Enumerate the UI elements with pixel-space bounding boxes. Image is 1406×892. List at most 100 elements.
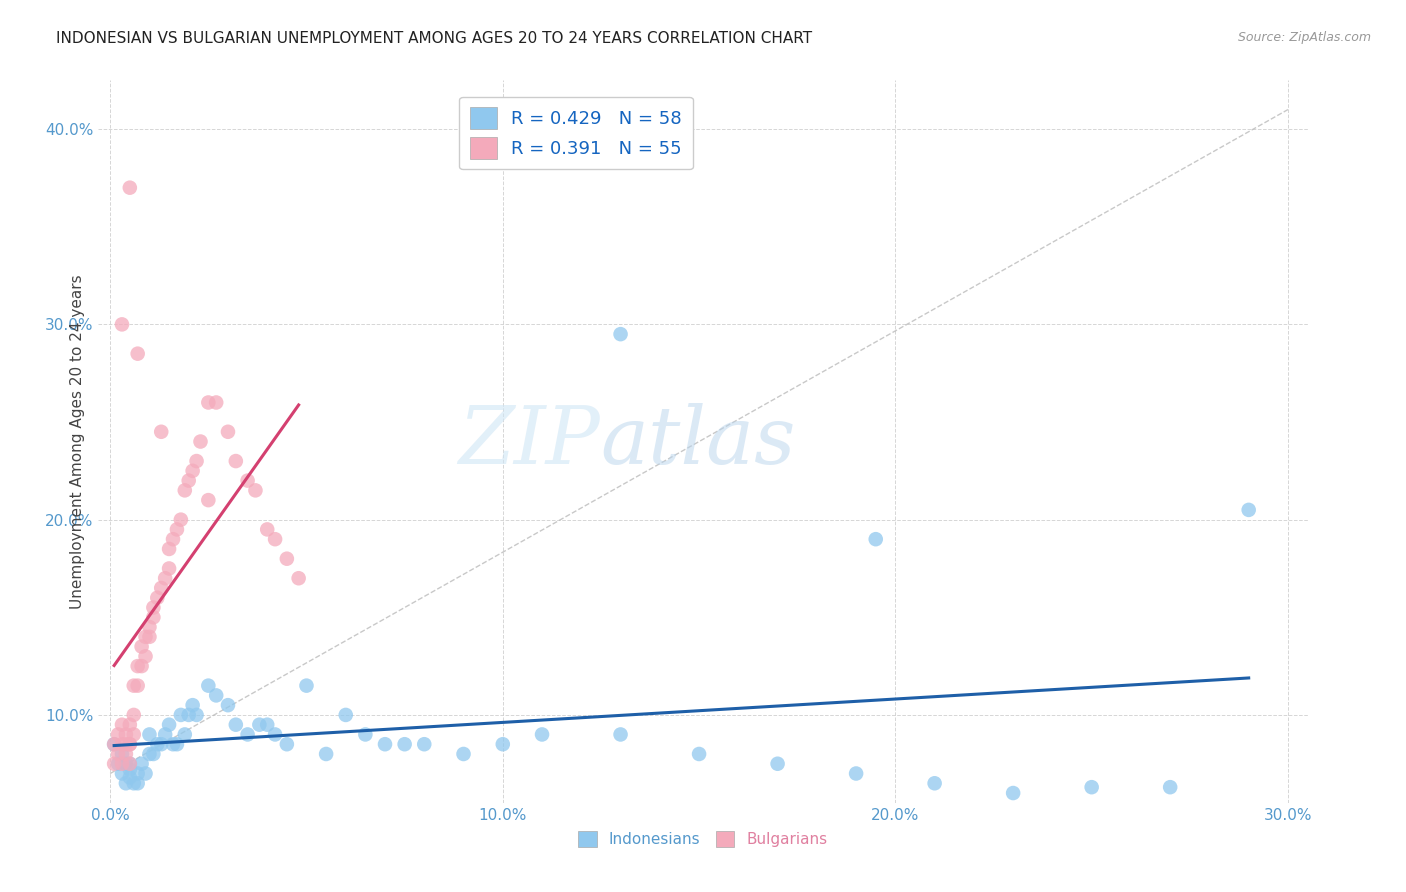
Point	[122, 776, 145, 790]
Point	[205, 689, 228, 703]
Point	[173, 483, 195, 498]
Point	[170, 707, 193, 722]
Point	[217, 698, 239, 713]
Point	[103, 737, 125, 751]
Point	[118, 771, 141, 785]
Point	[177, 474, 200, 488]
Point	[150, 425, 173, 439]
Point	[170, 513, 193, 527]
Text: ZIP: ZIP	[458, 403, 600, 480]
Point	[142, 600, 165, 615]
Point	[142, 610, 165, 624]
Legend: R = 0.429   N = 58, R = 0.391   N = 55: R = 0.429 N = 58, R = 0.391 N = 55	[460, 96, 693, 169]
Point	[153, 727, 176, 741]
Point	[127, 346, 149, 360]
Point	[107, 756, 129, 771]
Point	[131, 659, 153, 673]
Point	[492, 737, 515, 751]
Point	[197, 679, 219, 693]
Point	[276, 737, 298, 751]
Point	[162, 532, 184, 546]
Point	[146, 591, 169, 605]
Point	[103, 737, 125, 751]
Point	[177, 707, 200, 722]
Point	[264, 532, 287, 546]
Point	[115, 756, 138, 771]
Point	[111, 318, 134, 332]
Y-axis label: Unemployment Among Ages 20 to 24 years: Unemployment Among Ages 20 to 24 years	[69, 274, 84, 609]
Point	[122, 679, 145, 693]
Point	[142, 747, 165, 761]
Point	[138, 630, 160, 644]
Point	[1237, 503, 1260, 517]
Text: atlas: atlas	[600, 403, 796, 480]
Point	[236, 474, 259, 488]
Point	[186, 454, 208, 468]
Point	[197, 395, 219, 409]
Point	[264, 727, 287, 741]
Point	[115, 747, 138, 761]
Point	[138, 727, 160, 741]
Point	[217, 425, 239, 439]
Point	[247, 717, 270, 731]
Point	[150, 737, 173, 751]
Point	[924, 776, 946, 790]
Point	[236, 727, 259, 741]
Point	[111, 747, 134, 761]
Point	[107, 727, 129, 741]
Point	[127, 659, 149, 673]
Point	[131, 640, 153, 654]
Point	[766, 756, 789, 771]
Point	[394, 737, 416, 751]
Point	[295, 679, 318, 693]
Point	[186, 707, 208, 722]
Point	[609, 327, 631, 342]
Point	[138, 747, 160, 761]
Point	[127, 766, 149, 780]
Point	[118, 737, 141, 751]
Point	[122, 727, 145, 741]
Point	[315, 747, 337, 761]
Point	[118, 756, 141, 771]
Point	[197, 493, 219, 508]
Point	[845, 766, 868, 780]
Point	[1159, 780, 1181, 794]
Point	[107, 747, 129, 761]
Point	[115, 737, 138, 751]
Point	[245, 483, 267, 498]
Point	[1002, 786, 1025, 800]
Point	[118, 717, 141, 731]
Point	[118, 763, 141, 777]
Point	[166, 737, 188, 751]
Point	[609, 727, 631, 741]
Point	[131, 756, 153, 771]
Point	[181, 464, 204, 478]
Point	[146, 737, 169, 751]
Point	[157, 541, 180, 556]
Point	[287, 571, 309, 585]
Point	[453, 747, 475, 761]
Point	[190, 434, 212, 449]
Point	[122, 707, 145, 722]
Point	[127, 679, 149, 693]
Text: INDONESIAN VS BULGARIAN UNEMPLOYMENT AMONG AGES 20 TO 24 YEARS CORRELATION CHART: INDONESIAN VS BULGARIAN UNEMPLOYMENT AMO…	[56, 31, 813, 46]
Point	[256, 717, 278, 731]
Point	[354, 727, 377, 741]
Point	[865, 532, 887, 546]
Point	[111, 737, 134, 751]
Point	[225, 454, 247, 468]
Point	[135, 766, 157, 780]
Point	[181, 698, 204, 713]
Point	[150, 581, 173, 595]
Point	[531, 727, 554, 741]
Point	[173, 727, 195, 741]
Point	[118, 737, 141, 751]
Point	[157, 717, 180, 731]
Point	[276, 551, 298, 566]
Point	[157, 561, 180, 575]
Point	[688, 747, 710, 761]
Point	[225, 717, 247, 731]
Point	[138, 620, 160, 634]
Point	[1080, 780, 1102, 794]
Point	[115, 727, 138, 741]
